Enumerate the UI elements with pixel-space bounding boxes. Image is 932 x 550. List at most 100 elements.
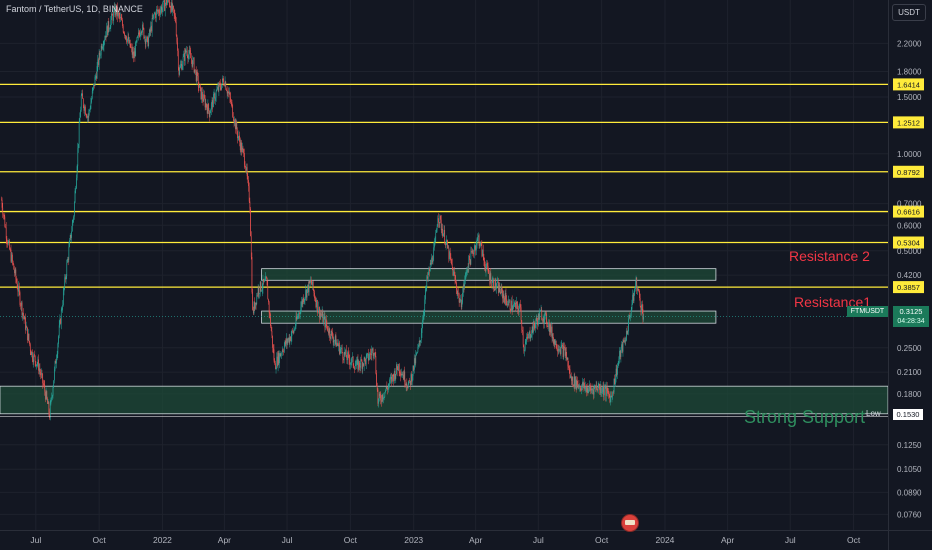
currency-button[interactable]: USDT: [892, 4, 926, 21]
candle-body: [367, 353, 368, 355]
candle-body: [37, 359, 39, 365]
candle-body: [204, 98, 206, 108]
time-axis[interactable]: Jul Oct 2022 Apr Jul Oct 2023 Apr Jul Oct 2024 Apr J…: [0, 530, 932, 546]
candle-body: [209, 113, 211, 117]
candle-body: [350, 362, 352, 364]
candle-body: [317, 311, 319, 313]
candle-body: [471, 251, 472, 253]
candle-body: [297, 316, 298, 320]
candle-body: [472, 250, 474, 253]
candle-body: [613, 378, 615, 393]
candle-body: [227, 91, 229, 94]
candle-body: [28, 333, 30, 342]
candle-body: [483, 257, 485, 261]
candle-body: [11, 254, 13, 262]
candle-body: [390, 377, 392, 379]
candle-body: [394, 370, 395, 381]
candle-body: [152, 18, 154, 19]
candle-body: [60, 318, 61, 324]
candle-body: [348, 353, 350, 360]
candle-body: [633, 292, 635, 301]
time-tick-label: Oct: [595, 535, 609, 545]
candle-body: [325, 319, 327, 325]
candle-body: [381, 400, 382, 402]
candle-body: [500, 286, 502, 294]
candle-body: [620, 348, 622, 357]
candle-body: [29, 341, 30, 345]
candle-body: [524, 343, 526, 350]
candle-body: [132, 51, 134, 55]
price-axis[interactable]: 1.6414 1.2512 0.8792 0.6616 0.5304 0.3857 2.20…: [888, 0, 925, 550]
candle-body: [162, 7, 163, 12]
candle-body: [408, 380, 410, 384]
candle-body: [144, 36, 145, 39]
level-badge: [893, 205, 924, 218]
time-tick-label: 2023: [404, 535, 423, 545]
candle-body: [204, 94, 205, 99]
candle-body: [311, 282, 313, 286]
candle-body: [1, 199, 3, 208]
candle-body: [610, 395, 612, 398]
candle-body: [115, 5, 116, 16]
candle-body: [368, 357, 370, 361]
candle-body: [268, 301, 270, 313]
candle-body: [15, 269, 17, 279]
candle-body: [594, 385, 596, 387]
candle-body: [300, 306, 302, 314]
candle-body: [10, 249, 12, 262]
candle-body: [482, 249, 484, 258]
candle-body: [363, 363, 364, 366]
candle-body: [590, 387, 591, 391]
candle-body: [182, 56, 184, 65]
candle-body: [112, 15, 114, 21]
candle-body: [246, 167, 247, 171]
candle-body: [145, 41, 147, 44]
candle-body: [89, 108, 91, 110]
candle-body: [557, 349, 558, 352]
candle-body: [72, 219, 74, 223]
candle-body: [113, 11, 114, 21]
candle-body: [534, 325, 536, 328]
candle-body: [254, 302, 256, 309]
candle-body: [219, 83, 220, 84]
candle-body: [93, 83, 95, 86]
candle-body: [58, 325, 60, 337]
candle-body: [251, 257, 253, 292]
candle-body: [284, 340, 286, 346]
candle-body: [169, 5, 171, 8]
candle-body: [396, 364, 397, 375]
candle-body: [16, 282, 18, 289]
candle-body: [588, 385, 590, 390]
candle-body: [506, 304, 508, 306]
candle-body: [455, 280, 457, 283]
candle-body: [624, 340, 626, 342]
candle-body: [100, 45, 102, 55]
candle-body: [610, 395, 611, 403]
candle-body: [94, 76, 96, 86]
candle-body: [323, 317, 324, 323]
candle-body: [302, 297, 304, 305]
candle-body: [131, 47, 133, 55]
candle-body: [236, 122, 238, 132]
candle-body: [451, 259, 452, 265]
candle-body: [218, 83, 220, 91]
chart-title: Fantom / TetherUS, 1D, BINANCE: [6, 4, 143, 14]
candle-body: [70, 234, 72, 238]
candle-body: [641, 304, 642, 311]
tradingview-logo-icon[interactable]: [621, 514, 639, 532]
candle-body: [514, 302, 516, 305]
candle-body: [504, 297, 505, 304]
candle-body: [231, 102, 233, 105]
candle-body: [593, 386, 595, 395]
candle-body: [641, 304, 643, 310]
candle-body: [621, 344, 622, 349]
candle-body: [107, 26, 108, 36]
candle-body: [476, 245, 477, 251]
candle-body: [573, 376, 575, 387]
candle-body: [271, 330, 273, 336]
candle-body: [148, 36, 150, 47]
candle-body: [612, 392, 614, 397]
candle-body: [143, 28, 145, 39]
candle-body: [21, 302, 23, 316]
